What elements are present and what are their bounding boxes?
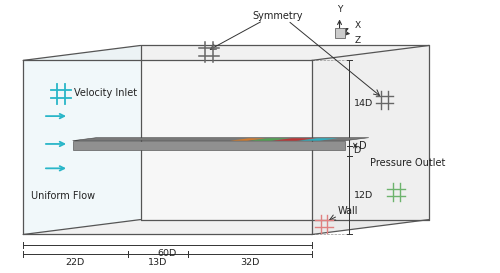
Text: Velocity Inlet: Velocity Inlet bbox=[74, 88, 137, 98]
Polygon shape bbox=[140, 46, 429, 219]
Text: 12D: 12D bbox=[354, 191, 372, 200]
Polygon shape bbox=[23, 219, 429, 235]
Polygon shape bbox=[72, 141, 345, 150]
Text: 13D: 13D bbox=[148, 258, 168, 267]
Polygon shape bbox=[72, 138, 369, 141]
Polygon shape bbox=[273, 138, 315, 141]
Text: 22D: 22D bbox=[66, 258, 85, 267]
Text: Y: Y bbox=[337, 5, 342, 14]
Text: Symmetry: Symmetry bbox=[252, 11, 303, 20]
Polygon shape bbox=[23, 46, 429, 60]
Text: X: X bbox=[354, 22, 360, 31]
Polygon shape bbox=[230, 138, 266, 141]
Text: 32D: 32D bbox=[240, 258, 260, 267]
Text: 14D: 14D bbox=[354, 99, 372, 108]
Text: Uniform Flow: Uniform Flow bbox=[31, 191, 95, 201]
Polygon shape bbox=[23, 46, 140, 235]
Text: 60D: 60D bbox=[158, 250, 177, 259]
Text: Z: Z bbox=[355, 36, 361, 45]
Text: D: D bbox=[354, 146, 360, 155]
Polygon shape bbox=[299, 138, 338, 141]
Text: D: D bbox=[359, 141, 367, 150]
Text: Pressure Outlet: Pressure Outlet bbox=[370, 158, 446, 168]
Polygon shape bbox=[312, 46, 429, 235]
Text: Wall: Wall bbox=[338, 206, 358, 216]
Polygon shape bbox=[334, 28, 344, 37]
Polygon shape bbox=[250, 138, 289, 141]
